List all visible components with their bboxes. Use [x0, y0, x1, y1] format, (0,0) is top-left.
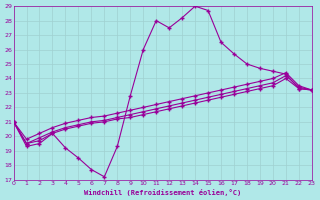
X-axis label: Windchill (Refroidissement éolien,°C): Windchill (Refroidissement éolien,°C) [84, 189, 241, 196]
